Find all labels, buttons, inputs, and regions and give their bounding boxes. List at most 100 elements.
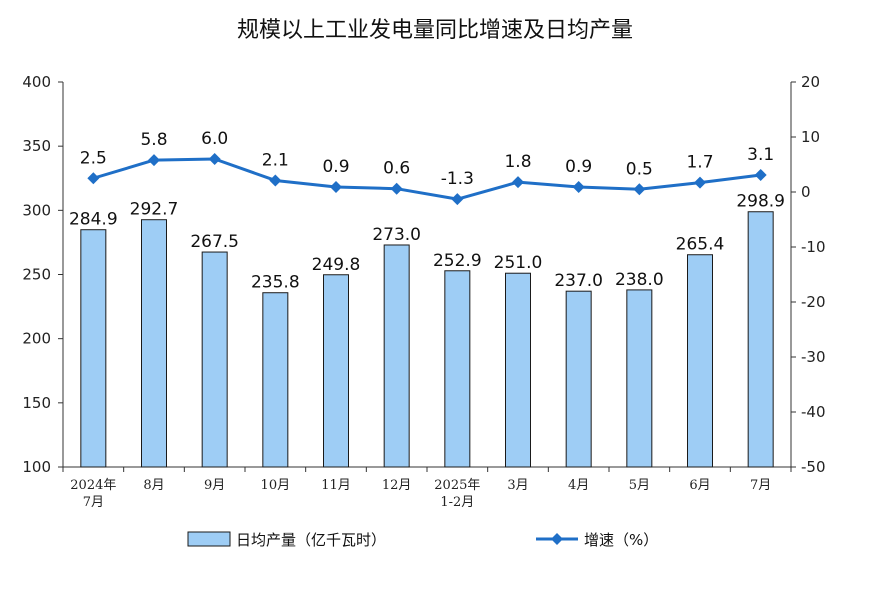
bar	[505, 272, 531, 468]
growth-line	[87, 153, 767, 206]
legend-bar-swatch	[187, 531, 231, 547]
growth-point	[208, 153, 221, 165]
bar	[565, 290, 592, 468]
bar	[323, 274, 349, 468]
x-tick-label: 4月	[568, 478, 589, 493]
left-tick-label: 350	[22, 137, 51, 155]
bar-value-label: 251.0	[494, 253, 543, 273]
right-tick-label: 20	[801, 73, 820, 91]
right-tick-label: -40	[801, 403, 826, 421]
x-tick-label-line: 2024年	[70, 478, 116, 493]
bar-value-label: 249.8	[312, 255, 361, 275]
left-tick-label: 250	[22, 266, 51, 284]
growth-point	[148, 154, 160, 167]
bar	[747, 211, 774, 468]
growth-point	[390, 182, 403, 195]
bar	[626, 289, 653, 468]
x-tick-label-line: 9月	[204, 478, 225, 493]
bar	[444, 270, 471, 468]
bar	[141, 219, 167, 468]
x-tick-label: 2025年 1-2月	[434, 478, 480, 510]
bar	[383, 244, 410, 468]
growth-point	[269, 174, 282, 187]
x-tick-label: 11月	[321, 478, 351, 493]
x-tick-label-line: 5月	[629, 478, 650, 493]
growth-value-label: 1.7	[686, 153, 713, 173]
x-tick-label-line: 8月	[143, 478, 164, 493]
growth-value-label: 5.8	[140, 130, 167, 150]
right-tick-label: -10	[801, 238, 826, 256]
growth-value-label: 2.5	[80, 148, 107, 168]
growth-point	[87, 172, 100, 185]
growth-value-label: 0.5	[626, 159, 653, 179]
x-tick-label: 12月	[382, 478, 412, 493]
left-tick-label: 100	[22, 458, 51, 476]
left-tick-label: 200	[22, 330, 51, 348]
legend-line-marker	[551, 533, 563, 545]
growth-value-label: 0.9	[565, 157, 592, 177]
bar-value-label: 235.8	[251, 273, 300, 293]
x-tick-label-line: 12月	[382, 478, 412, 493]
left-tick-label: 400	[22, 73, 51, 91]
growth-point	[572, 181, 585, 194]
x-tick-label-line: 2025年	[434, 478, 480, 493]
right-tick-label: 10	[801, 128, 820, 146]
bar-value-label: 238.0	[615, 270, 664, 290]
x-tick-label-line: 3月	[507, 478, 528, 493]
bars	[80, 211, 774, 468]
legend-bar-label: 日均产量（亿千瓦时）	[236, 531, 386, 549]
growth-value-label: 6.0	[201, 129, 228, 149]
growth-value-label: 0.6	[383, 159, 410, 179]
right-tick-label: -20	[801, 293, 826, 311]
growth-point	[633, 183, 646, 196]
left-tick-label: 300	[22, 201, 51, 219]
x-tick-label: 6月	[689, 478, 710, 493]
axes: 100 150 200 250 300 350 400 -50 -40 -30 -20 -10 0 10 2…	[22, 73, 825, 510]
x-tick-label-line: 4月	[568, 478, 589, 493]
bar-value-label: 273.0	[372, 225, 421, 245]
bar	[201, 251, 228, 468]
growth-value-label: 2.1	[262, 150, 289, 170]
bar-value-label: 237.0	[554, 271, 603, 291]
x-tick-label: 7月	[750, 478, 771, 493]
growth-polyline	[92, 157, 761, 201]
x-tick-label-line: 7月	[750, 478, 771, 493]
right-tick-label: -50	[801, 458, 826, 476]
x-tick-label-line: 6月	[689, 478, 710, 493]
x-tick-label-line: 11月	[321, 478, 351, 493]
legend: 日均产量（亿千瓦时） 增速（%）	[187, 531, 658, 549]
x-tick-label: 3月	[507, 478, 528, 493]
growth-value-label: 1.8	[504, 152, 531, 172]
bar-value-label: 284.9	[69, 210, 118, 230]
growth-point	[330, 181, 342, 194]
x-tick-label: 9月	[204, 478, 225, 493]
right-tick-label: -30	[801, 348, 826, 366]
growth-point	[512, 176, 524, 189]
left-tick-label: 150	[22, 394, 51, 412]
bar-value-label: 252.9	[433, 251, 482, 271]
bar-value-label: 265.4	[676, 235, 725, 255]
x-tick-label: 5月	[629, 478, 650, 493]
growth-value-label: 3.1	[747, 145, 774, 165]
data-labels: 284.9 292.7 267.5 235.8 249.8 273.0 252.9 251.0…	[69, 129, 785, 293]
x-tick-label-line: 1-2月	[440, 495, 474, 510]
x-tick-label-line: 7月	[83, 495, 104, 510]
bar	[80, 229, 107, 468]
x-tick-label-line: 10月	[261, 478, 291, 493]
growth-point	[754, 168, 767, 181]
right-tick-label: 0	[801, 183, 811, 201]
bar-value-label: 267.5	[190, 232, 239, 252]
legend-line-label: 增速（%）	[584, 531, 658, 549]
bar-value-label: 298.9	[736, 192, 785, 212]
growth-value-label: 0.9	[322, 157, 349, 177]
x-tick-label: 8月	[143, 478, 164, 493]
bar	[262, 292, 289, 468]
x-tick-label: 10月	[261, 478, 291, 493]
growth-value-label: -1.3	[441, 169, 474, 189]
growth-point	[694, 176, 706, 189]
x-tick-label: 2024年 7月	[70, 478, 116, 510]
chart-title: 规模以上工业发电量同比增速及日均产量	[237, 18, 633, 43]
growth-point	[451, 193, 464, 206]
